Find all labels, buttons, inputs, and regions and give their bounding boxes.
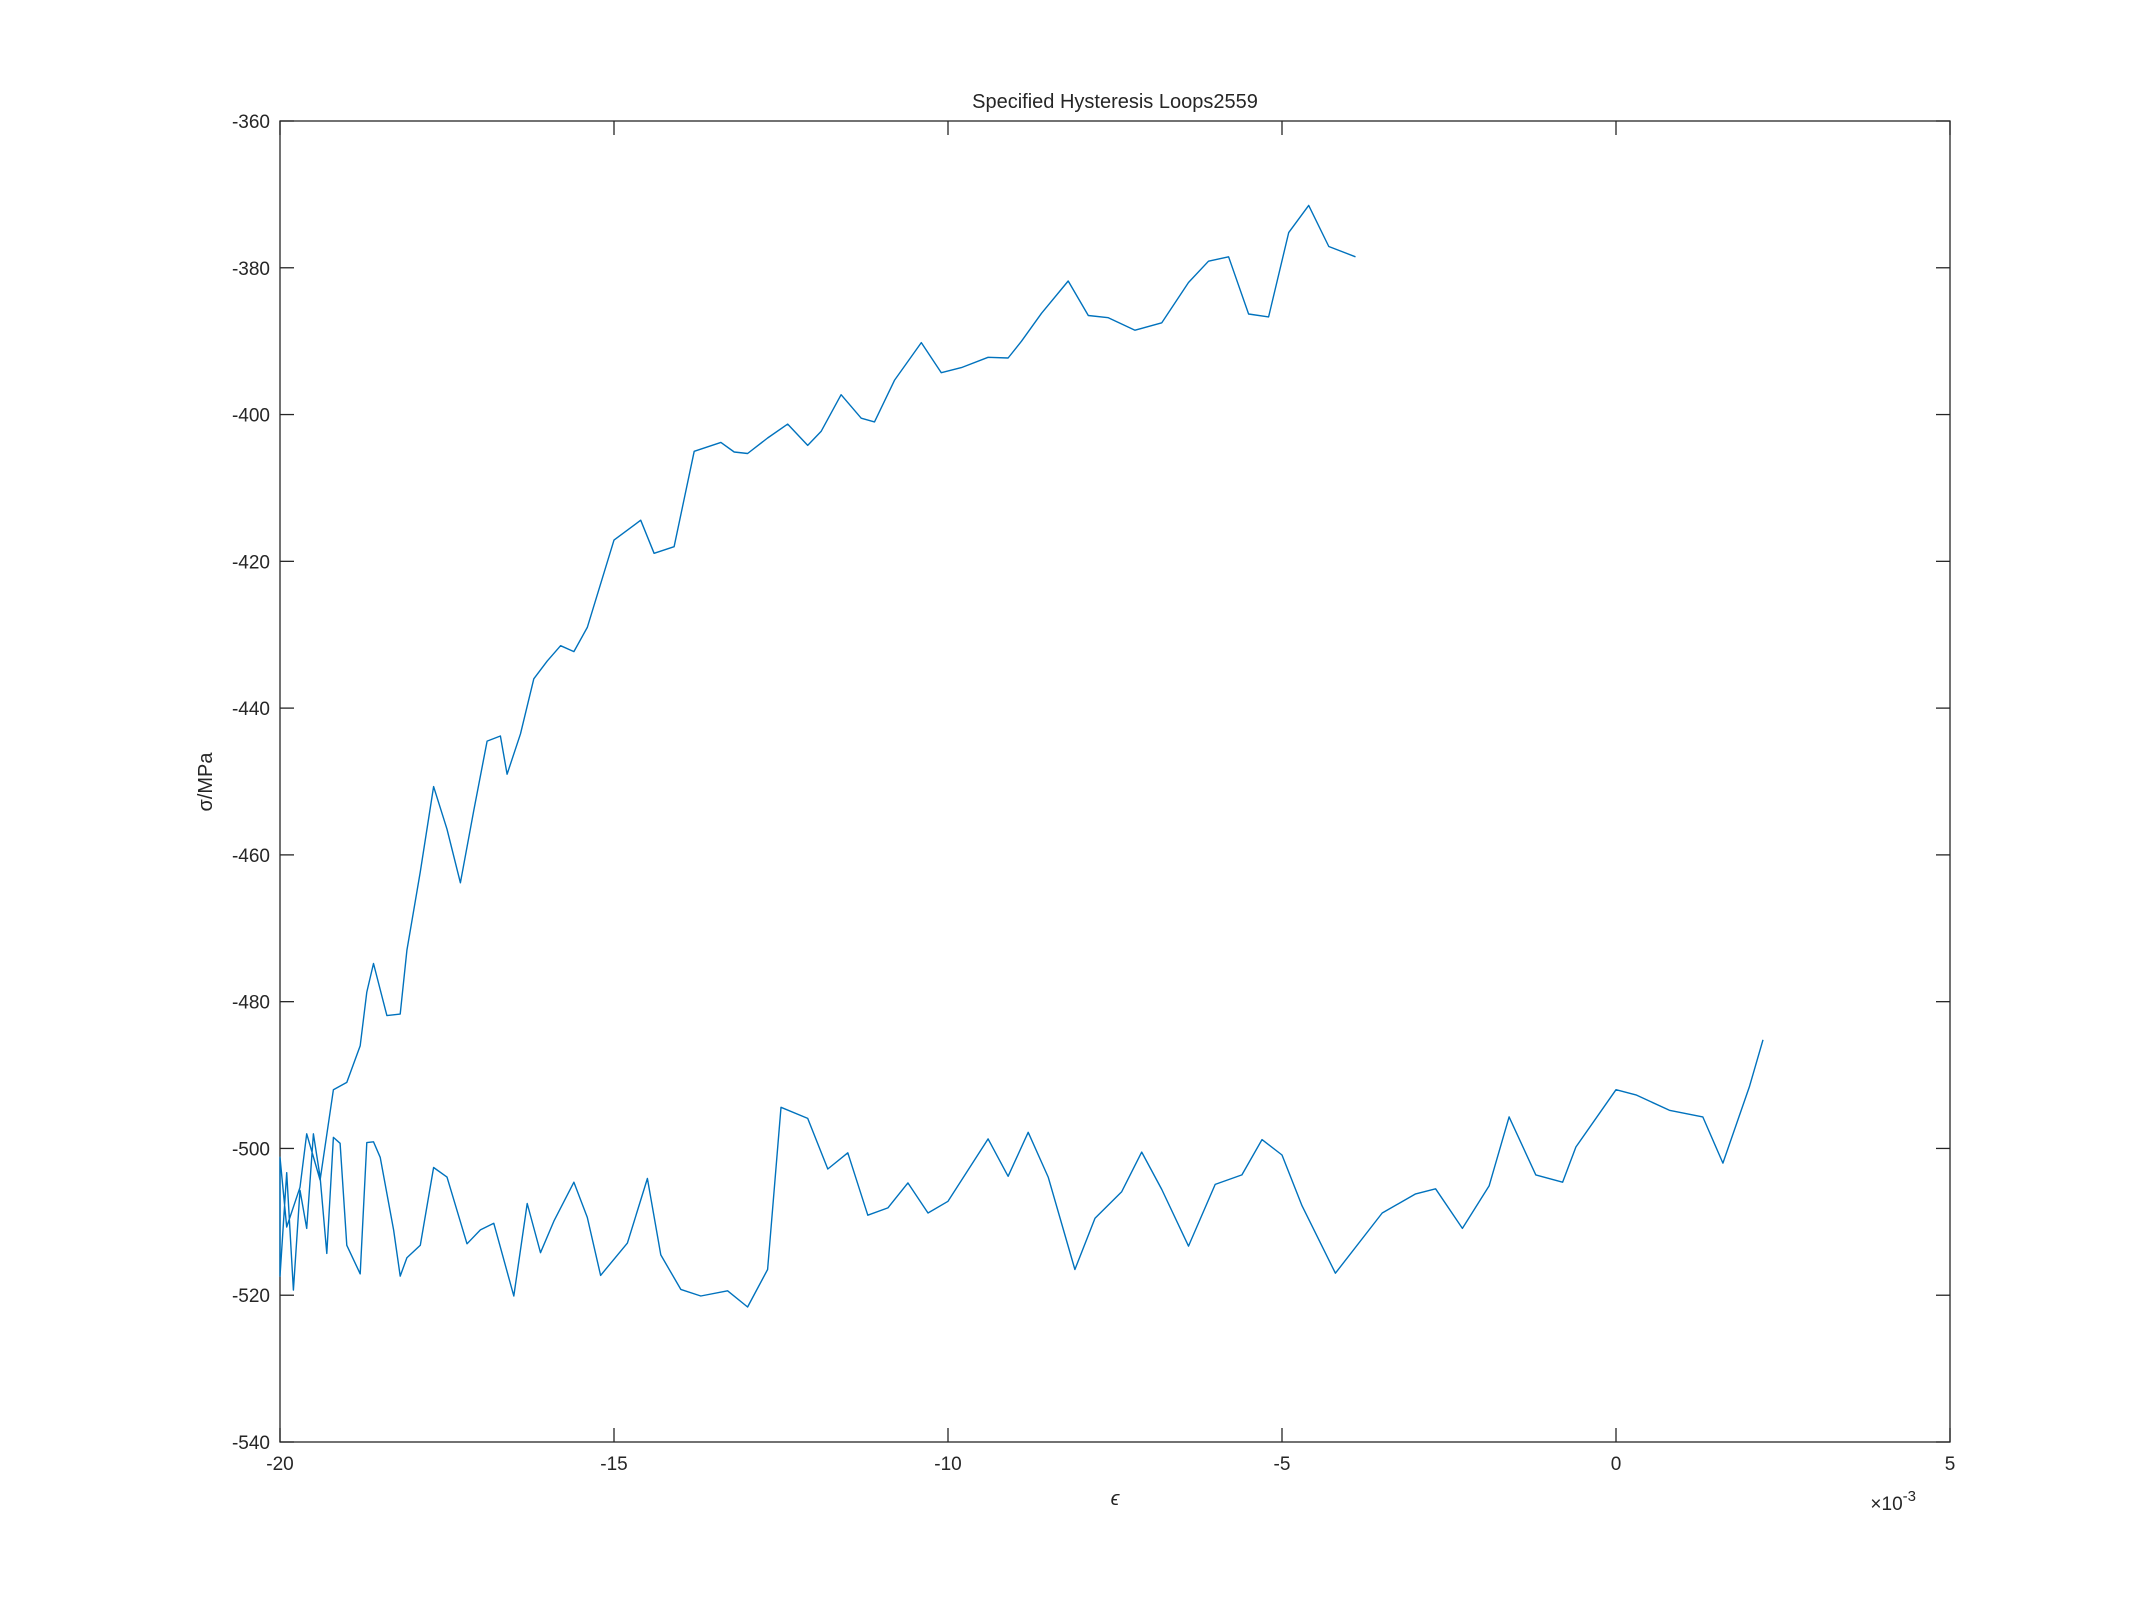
- plot-area-box: [279, 120, 1951, 1443]
- x-tick-label: 0: [1611, 1454, 1622, 1475]
- y-tick-label: -500: [232, 1139, 270, 1160]
- y-tick-label: -380: [232, 259, 270, 280]
- x-exponent-power: -3: [1903, 1488, 1916, 1505]
- y-tick-label: -440: [232, 699, 270, 720]
- y-tick-label: -480: [232, 993, 270, 1014]
- y-axis-label: σ/MPa: [195, 752, 217, 812]
- x-tick-label: -5: [1274, 1454, 1291, 1475]
- y-tick-label: -400: [232, 406, 270, 427]
- y-tick-label: -540: [232, 1433, 270, 1454]
- y-tick-label: -360: [232, 112, 270, 133]
- x-tick-label: -10: [934, 1454, 961, 1475]
- x-exponent-base: ×10: [1870, 1494, 1902, 1515]
- chart-title: Specified Hysteresis Loops2559: [972, 91, 1258, 113]
- x-axis-label: ϵ: [1111, 1488, 1121, 1510]
- y-axis-ticks: -360 -380 -400 -420 -440 -460 -480 -500 -520 -540: [232, 112, 1950, 1454]
- x-axis-ticks: -20 -15 -10 -5 0 5: [266, 121, 1955, 1475]
- series-line: [279, 204, 1764, 1308]
- x-tick-label: 5: [1945, 1454, 1956, 1475]
- y-tick-label: -460: [232, 846, 270, 867]
- y-tick-label: -420: [232, 552, 270, 573]
- x-tick-label: -15: [600, 1454, 627, 1475]
- y-tick-label: -520: [232, 1286, 270, 1307]
- series-layer: [279, 204, 1764, 1308]
- x-tick-label: -20: [266, 1454, 293, 1475]
- x-exponent-label: ×10-3: [1870, 1488, 1916, 1515]
